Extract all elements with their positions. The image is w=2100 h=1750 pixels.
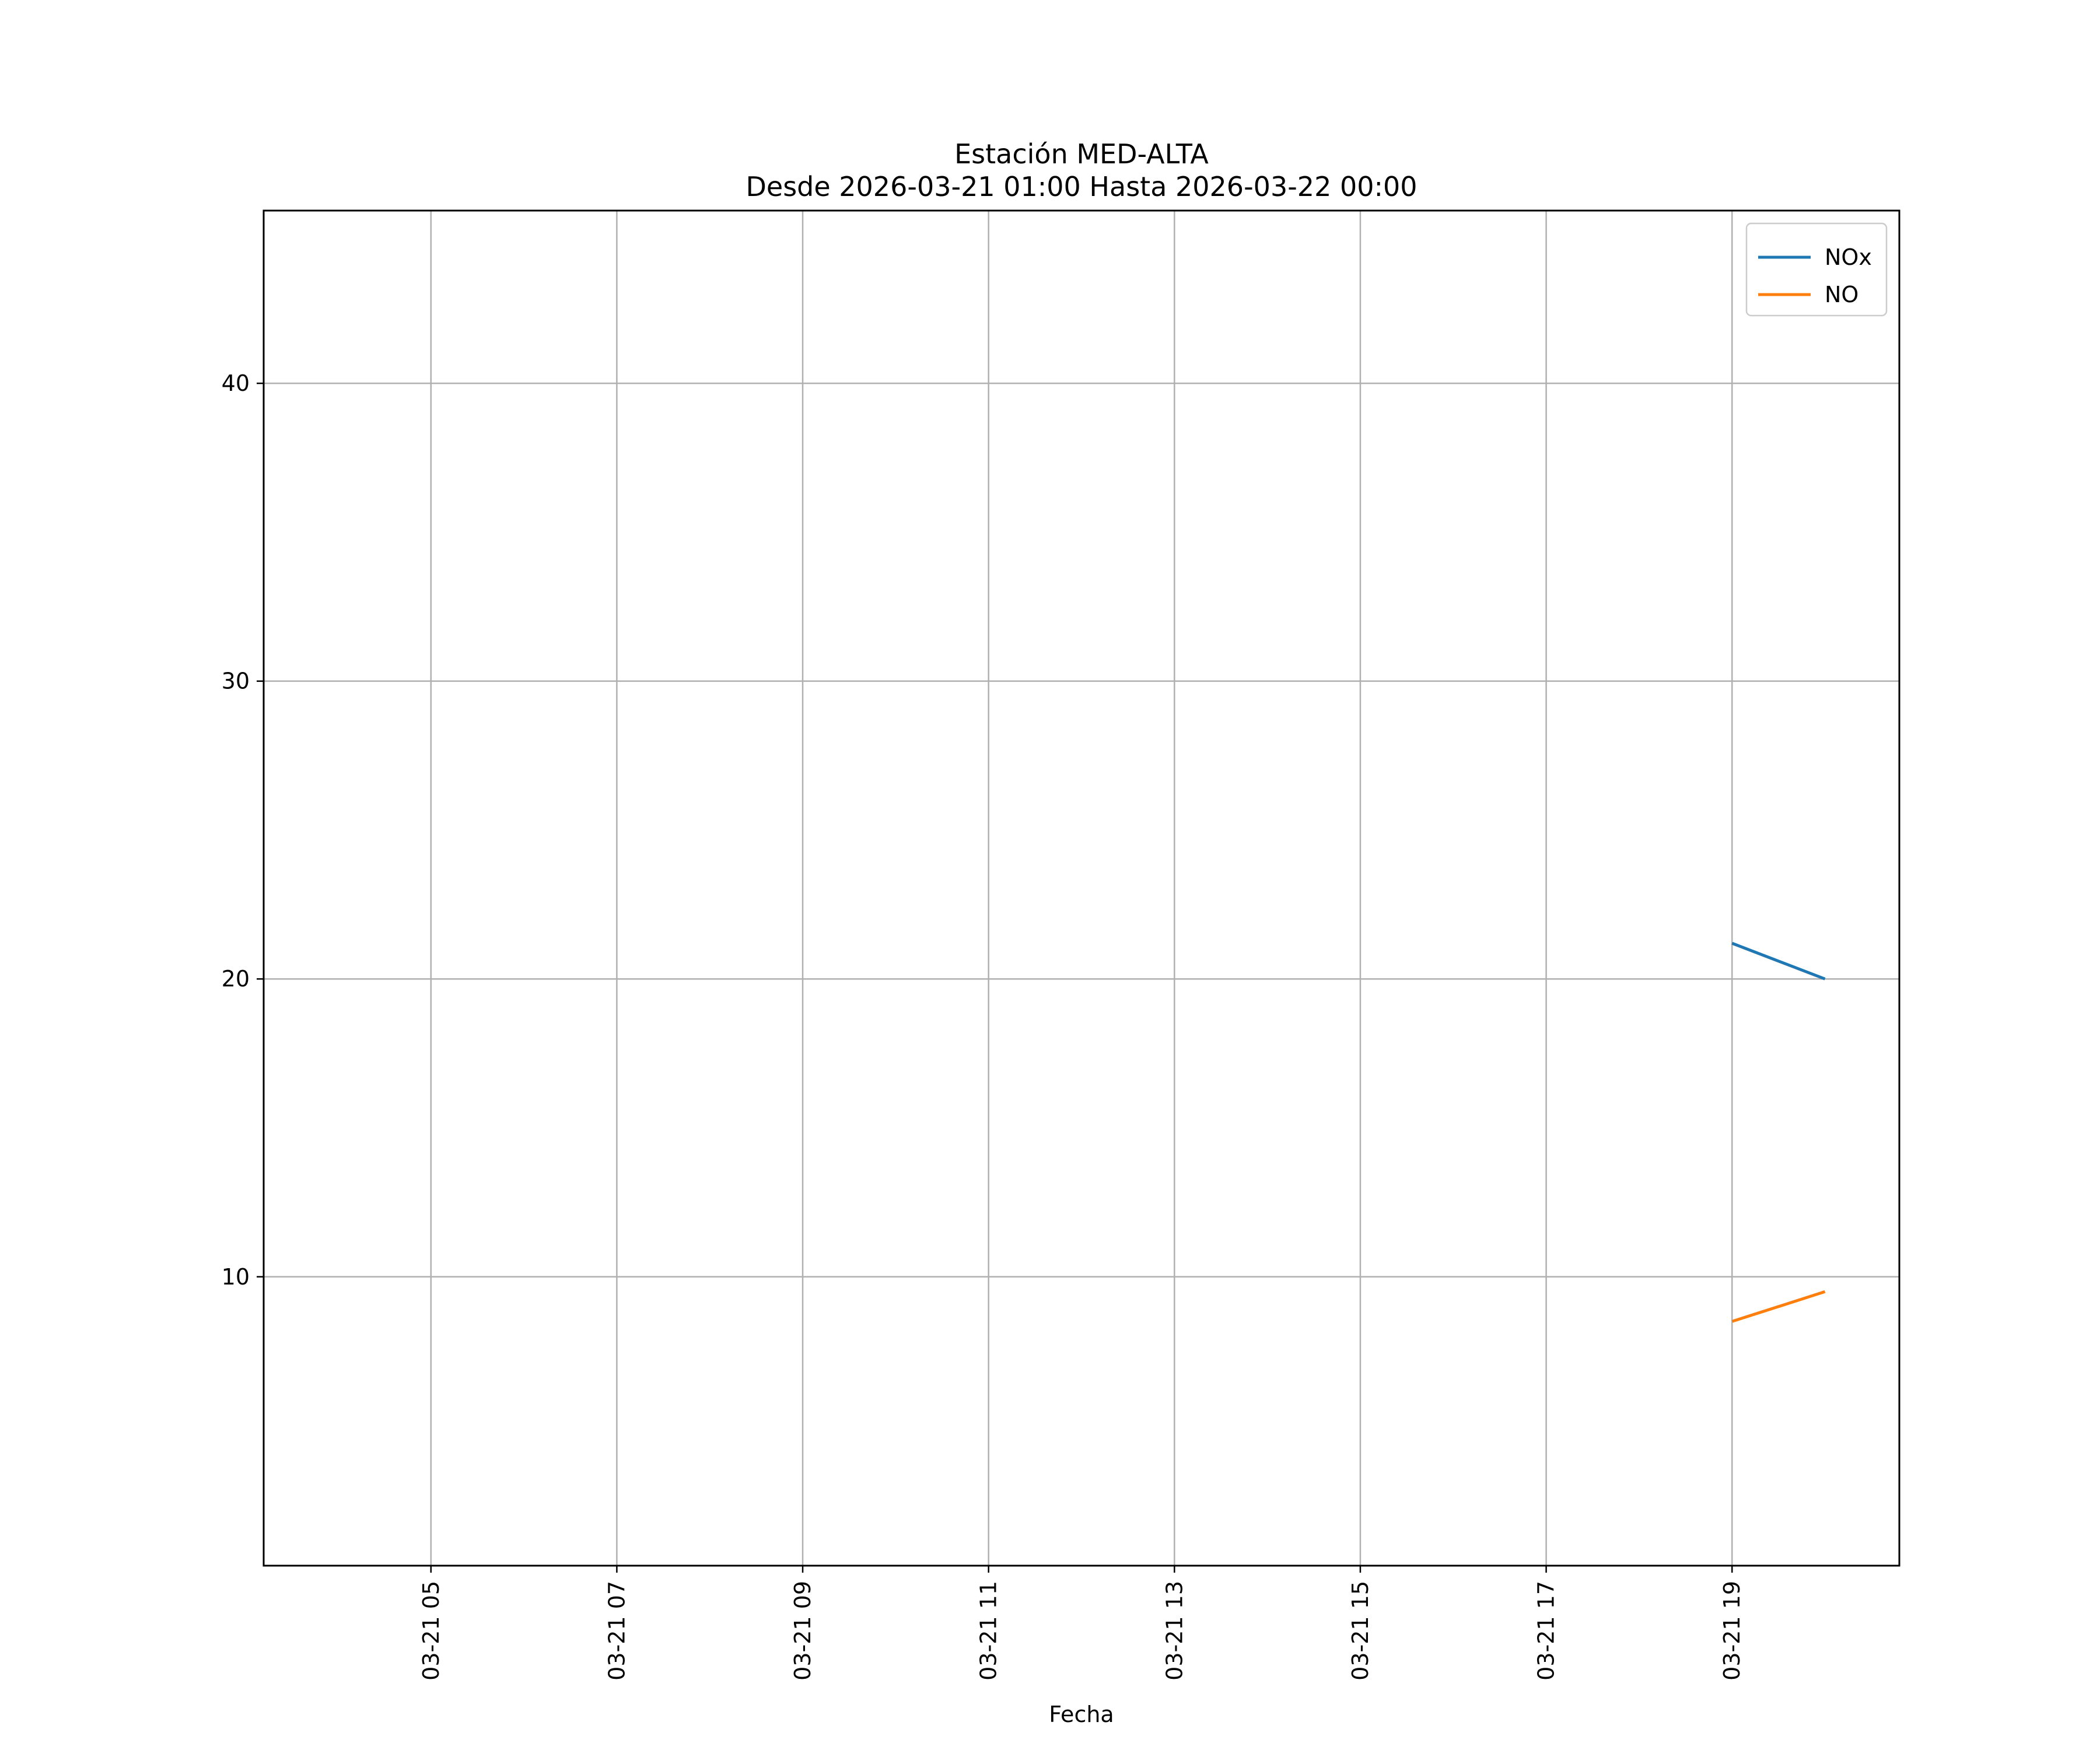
y-axis: 10 20 30 40: [222, 370, 264, 1290]
y-tick-label: 20: [222, 966, 250, 992]
grid: [264, 211, 1899, 1566]
legend-label: NO: [1825, 282, 1859, 307]
x-axis-label: Fecha: [1049, 1702, 1114, 1727]
x-tick-label: 03-21 13: [1161, 1581, 1187, 1681]
legend-box: [1745, 222, 1888, 317]
y-tick-label: 30: [222, 668, 250, 694]
series-line-no: [1731, 1290, 1826, 1323]
legend-label: NOx: [1825, 244, 1872, 270]
legend: NOx NO: [1745, 222, 1888, 317]
x-axis: 03-21 05 03-21 07 03-21 09 03-21 11 03-21 13…: [418, 1566, 1745, 1681]
x-tick-label: 03-21 07: [604, 1581, 629, 1681]
plot-frame: [262, 209, 1901, 1567]
x-tick-label: 03-21 19: [1719, 1581, 1745, 1681]
x-tick-label: 03-21 09: [790, 1581, 816, 1681]
y-tick-label: 40: [222, 370, 250, 396]
y-tick-label: 10: [222, 1264, 250, 1290]
chart-title: Estación MED-ALTA: [954, 138, 1209, 170]
plot-series: [1731, 942, 1826, 1323]
x-tick-label: 03-21 17: [1534, 1581, 1559, 1681]
chart-subtitle: Desde 2026-03-21 01:00 Hasta 2026-03-22 …: [746, 171, 1417, 202]
x-tick-label: 03-21 15: [1348, 1581, 1373, 1681]
series-line-nox: [1731, 942, 1826, 981]
x-tick-label: 03-21 05: [418, 1581, 444, 1681]
x-tick-label: 03-21 11: [976, 1581, 1002, 1681]
